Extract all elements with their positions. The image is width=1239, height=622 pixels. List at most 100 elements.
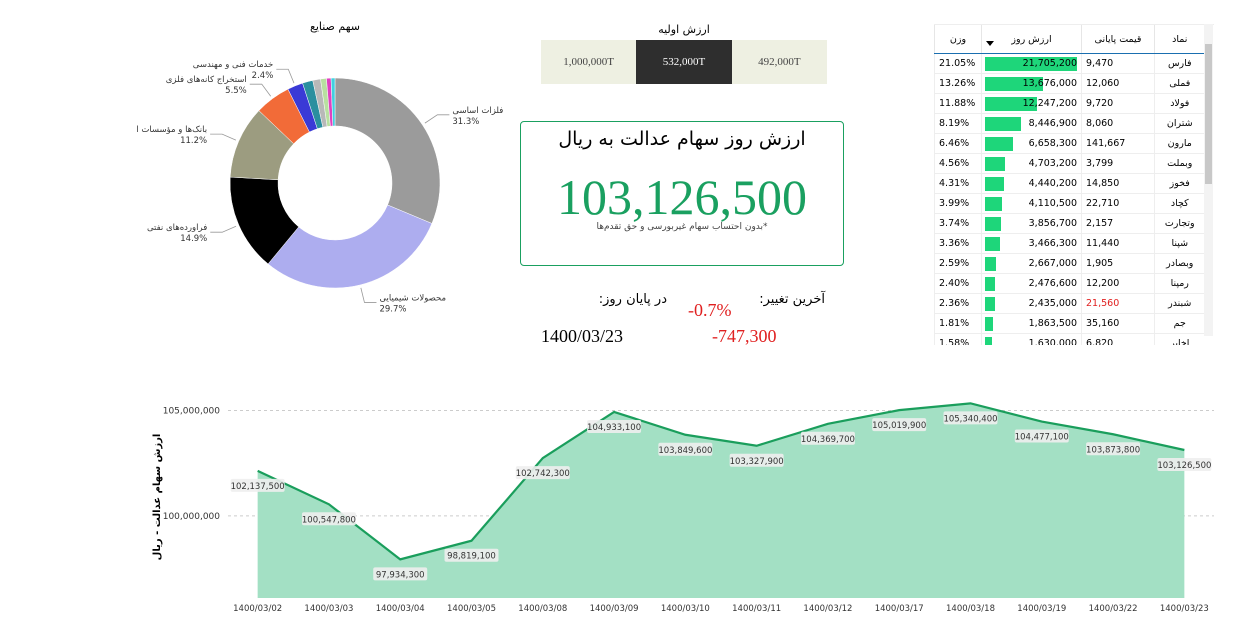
table-row[interactable]: فولاد 9,720 12,247,200 11.88% xyxy=(934,93,1205,114)
scroll-thumb[interactable] xyxy=(1205,44,1212,184)
table-row[interactable]: جم 35,160 1,863,500 1.81% xyxy=(934,313,1205,334)
table-cell: کچاد xyxy=(1154,193,1205,214)
table-cell: 3.99% xyxy=(934,193,982,214)
cell-text: 9,720 xyxy=(1086,98,1114,109)
value-bar xyxy=(985,217,1002,231)
cell-text: 2,435,000 xyxy=(1028,298,1077,309)
cell-text: 1,630,000 xyxy=(1028,338,1077,345)
table-cell: 2.36% xyxy=(934,293,982,314)
table-cell: 2.40% xyxy=(934,273,982,294)
label-bg xyxy=(1014,429,1069,443)
cell-text: 3.99% xyxy=(939,198,970,209)
table-cell: 9,470 xyxy=(1081,53,1155,74)
column-header[interactable]: قیمت پایانی xyxy=(1081,25,1155,54)
y-tick-label: 100,000,000 xyxy=(163,512,221,522)
cell-text: 4,110,500 xyxy=(1028,198,1077,209)
donut-slice xyxy=(267,204,433,289)
table-cell: اخابر xyxy=(1154,333,1205,345)
data-label: 97,934,300 xyxy=(376,570,425,580)
column-header[interactable]: وزن xyxy=(934,25,982,54)
value-bar xyxy=(985,317,993,331)
table-row[interactable]: شتران 8,060 8,446,900 8.19% xyxy=(934,113,1205,134)
table-cell: 11.88% xyxy=(934,93,982,114)
table-cell: 3,856,700 xyxy=(981,213,1082,234)
column-header[interactable]: ارزش روز xyxy=(981,25,1082,54)
table-cell: 35,160 xyxy=(1081,313,1155,334)
cell-text: مارون xyxy=(1167,138,1192,149)
cell-text: 4,703,200 xyxy=(1028,158,1077,169)
table-cell: 12,060 xyxy=(1081,73,1155,94)
cell-text: 35,160 xyxy=(1086,318,1120,329)
table-cell: 3,799 xyxy=(1081,153,1155,174)
data-label: 104,369,700 xyxy=(801,435,855,445)
table-cell: 21,705,200 xyxy=(981,53,1082,74)
cell-text: اخابر xyxy=(1170,338,1190,345)
slice-value: 5.5% xyxy=(225,86,247,96)
data-label: 104,933,100 xyxy=(587,423,641,433)
table-row[interactable]: شبندر 21,560 2,435,000 2.36% xyxy=(934,293,1205,314)
label-bg xyxy=(301,512,356,526)
data-label: 103,126,500 xyxy=(1157,461,1211,471)
cell-text: فملی xyxy=(1169,78,1191,89)
cell-text: 6.46% xyxy=(939,138,970,149)
cell-text: 21.05% xyxy=(939,58,976,69)
initial-value-options: 1,000,000T 532,000T 492,000T xyxy=(541,40,827,84)
cell-text: 14,850 xyxy=(1086,178,1120,189)
table-cell: فولاد xyxy=(1154,93,1205,114)
y-tick-label: 105,000,000 xyxy=(163,407,221,417)
table-row[interactable]: فارس 9,470 21,705,200 21.05% xyxy=(934,53,1205,74)
table-row[interactable]: اخابر 6,820 1,630,000 1.58% xyxy=(934,333,1205,345)
table-row[interactable]: وبصادر 1,905 2,667,000 2.59% xyxy=(934,253,1205,274)
table-cell: شپنا xyxy=(1154,233,1205,254)
table-cell: 6,658,300 xyxy=(981,133,1082,154)
cell-text: فخوز xyxy=(1169,178,1190,189)
cell-text: 6,820 xyxy=(1086,338,1114,345)
table-cell: 2,435,000 xyxy=(981,293,1082,314)
table-row[interactable]: وبملت 3,799 4,703,200 4.56% xyxy=(934,153,1205,174)
table-cell: 3.36% xyxy=(934,233,982,254)
label-bg xyxy=(587,419,642,433)
stock-table: نماد قیمت پایانی ارزش روز وزن فارس 9,470 21,7… xyxy=(934,24,1214,345)
x-tick-label: 1400/03/03 xyxy=(304,604,353,614)
table-row[interactable]: فخوز 14,850 4,440,200 4.31% xyxy=(934,173,1205,194)
card-note: *بدون احتساب سهام غیربورسی و حق تقدم‌ها xyxy=(596,222,768,232)
table-cell: فارس xyxy=(1154,53,1205,74)
table-row[interactable]: رمپنا 12,200 2,476,600 2.40% xyxy=(934,273,1205,294)
x-tick-label: 1400/03/12 xyxy=(803,604,852,614)
x-tick-label: 1400/03/23 xyxy=(1160,604,1209,614)
table-cell: 22,710 xyxy=(1081,193,1155,214)
table-cell: 3,466,300 xyxy=(981,233,1082,254)
cell-text: 4.31% xyxy=(939,178,970,189)
slice-category: فلزات اساسی xyxy=(452,106,503,116)
table-cell: 4.56% xyxy=(934,153,982,174)
table-cell: 2,667,000 xyxy=(981,253,1082,274)
scrollbar[interactable] xyxy=(1204,24,1213,336)
table-row[interactable]: کچاد 22,710 4,110,500 3.99% xyxy=(934,193,1205,214)
value-option[interactable]: 1,000,000T xyxy=(541,40,637,84)
value-bar xyxy=(985,117,1021,131)
leader-line xyxy=(424,114,450,124)
x-tick-label: 1400/03/04 xyxy=(376,604,425,614)
table-row[interactable]: مارون 141,667 6,658,300 6.46% xyxy=(934,133,1205,154)
donut-slice xyxy=(330,77,336,127)
cell-text: وبصادر xyxy=(1166,258,1194,269)
cell-text: 21,705,200 xyxy=(1022,58,1077,69)
table-row[interactable]: فملی 12,060 13,676,000 13.26% xyxy=(934,73,1205,94)
cell-text: 3,799 xyxy=(1086,158,1114,169)
table-cell: شتران xyxy=(1154,113,1205,134)
data-label: 102,742,300 xyxy=(516,469,570,479)
value-option[interactable]: 492,000T xyxy=(731,40,827,84)
value-bar xyxy=(985,137,1014,151)
cell-text: 13,676,000 xyxy=(1022,78,1077,89)
table-cell: 14,850 xyxy=(1081,173,1155,194)
cell-text: 2.36% xyxy=(939,298,970,309)
column-header[interactable]: نماد xyxy=(1154,25,1205,54)
cell-text: 9,470 xyxy=(1086,58,1114,69)
table: نماد قیمت پایانی ارزش روز وزن فارس 9,470 21,7… xyxy=(934,25,1205,345)
table-row[interactable]: وتجارت 2,157 3,856,700 3.74% xyxy=(934,213,1205,234)
table-cell: 12,247,200 xyxy=(981,93,1082,114)
value-option[interactable]: 532,000T xyxy=(636,40,732,84)
cell-text: 3,466,300 xyxy=(1028,238,1077,249)
cell-text: 1.81% xyxy=(939,318,970,329)
table-row[interactable]: شپنا 11,440 3,466,300 3.36% xyxy=(934,233,1205,254)
